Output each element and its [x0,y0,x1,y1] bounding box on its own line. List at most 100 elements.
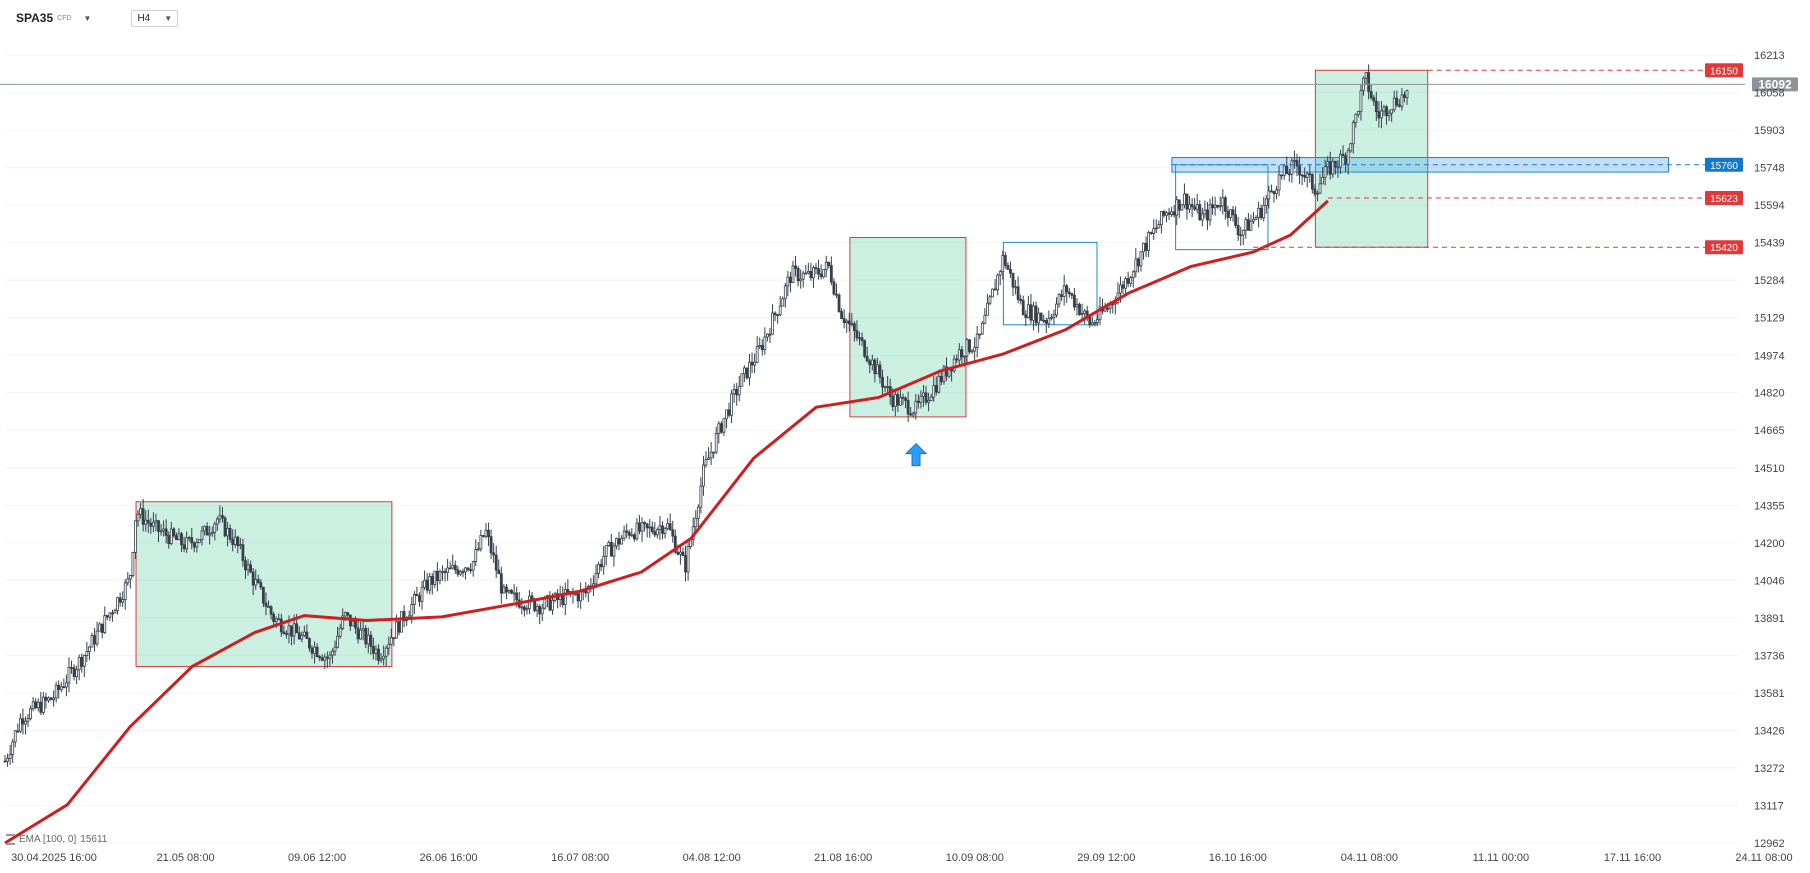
candle-body [1354,113,1358,124]
candle-body [264,602,268,607]
candle-body [1121,284,1125,289]
candle-body [1403,94,1406,99]
candle [814,263,818,275]
candle [310,645,314,659]
candle [72,664,76,681]
candle-body [65,682,68,688]
x-tick-label: 04.08 12:00 [683,852,741,864]
candle [1351,120,1355,154]
candle [59,681,63,693]
candle [241,538,245,567]
candle-body [208,533,212,536]
candle [722,418,726,436]
candle [428,572,432,595]
candle [735,382,739,406]
candle-body [771,312,774,335]
price-level-label: 16092 [1758,77,1792,91]
candle [916,394,920,409]
candle [313,641,316,664]
candle-body [249,564,253,573]
candle [1387,109,1391,121]
candle [236,535,240,554]
candle [645,523,649,538]
candle [804,265,808,275]
candle [1308,164,1312,183]
candle [881,369,884,398]
x-axis: 30.04.2025 16:00 21.05 08:00 09.06 12:00 26… [11,852,1792,864]
candle [1359,83,1363,121]
candle [441,565,444,581]
candle-body [254,579,258,586]
candle-body [1195,204,1199,210]
candle-body [1131,271,1135,278]
candle-body [54,684,58,699]
candle [254,569,258,590]
candle [489,529,493,560]
candle-body [274,618,278,622]
candle-body [62,686,66,689]
candle [968,339,971,354]
candle-body [737,385,741,396]
candle-body [638,522,641,532]
candle [1277,165,1281,197]
symbol-selector[interactable]: SPA35 CFD ▼ [10,11,97,25]
candle-body [1154,227,1158,230]
candle-body [313,646,316,654]
candle [1318,173,1322,195]
candle [540,603,544,622]
candle-body [36,701,40,709]
candle [62,678,66,689]
candle [1006,262,1010,271]
candle [684,545,687,582]
candle [794,256,797,277]
candle [1354,113,1358,128]
candle [123,579,127,610]
candle-body [49,697,53,701]
candle-body [955,358,959,361]
candle-body [748,361,751,379]
candle [1021,295,1025,316]
candle-body [41,696,45,713]
timeframe-selector[interactable]: H4 ▼ [131,9,179,27]
candle [446,558,450,581]
candle [1047,310,1051,328]
candle [748,353,751,386]
candle [694,510,698,531]
candle-body [620,537,623,545]
candle [1216,204,1220,209]
candle-body [673,535,677,553]
candle-body [1057,294,1061,305]
candle [939,370,943,386]
candle-body [507,589,511,593]
candle-body [1206,209,1209,221]
candle [909,407,913,417]
candle [151,512,155,533]
candle-body [658,525,662,530]
candle-body [835,293,838,296]
candle-body [328,654,332,659]
candle [1195,194,1199,214]
candle-body [983,314,987,324]
candle-body [899,396,902,406]
candle [338,623,342,639]
candle-body [911,412,915,416]
candle-body [1213,204,1217,209]
candle-body [1124,278,1127,289]
candle-body [796,268,800,282]
candle-body [70,667,73,669]
candle [134,520,137,559]
candle-body [863,340,867,357]
candle [1157,220,1161,229]
candle-body [244,560,247,571]
candle-body [535,606,539,611]
arrow-annotations [904,442,928,467]
candle-body [1369,91,1373,99]
price-level-tag [1752,77,1798,92]
indicator-legend[interactable]: EMA [100, 0] 15611 [6,834,107,845]
candle-body [870,359,874,366]
candle-body [809,271,813,279]
candle-body [123,582,127,600]
y-tick-label: 15748 [1754,163,1785,175]
candle [1032,301,1035,331]
